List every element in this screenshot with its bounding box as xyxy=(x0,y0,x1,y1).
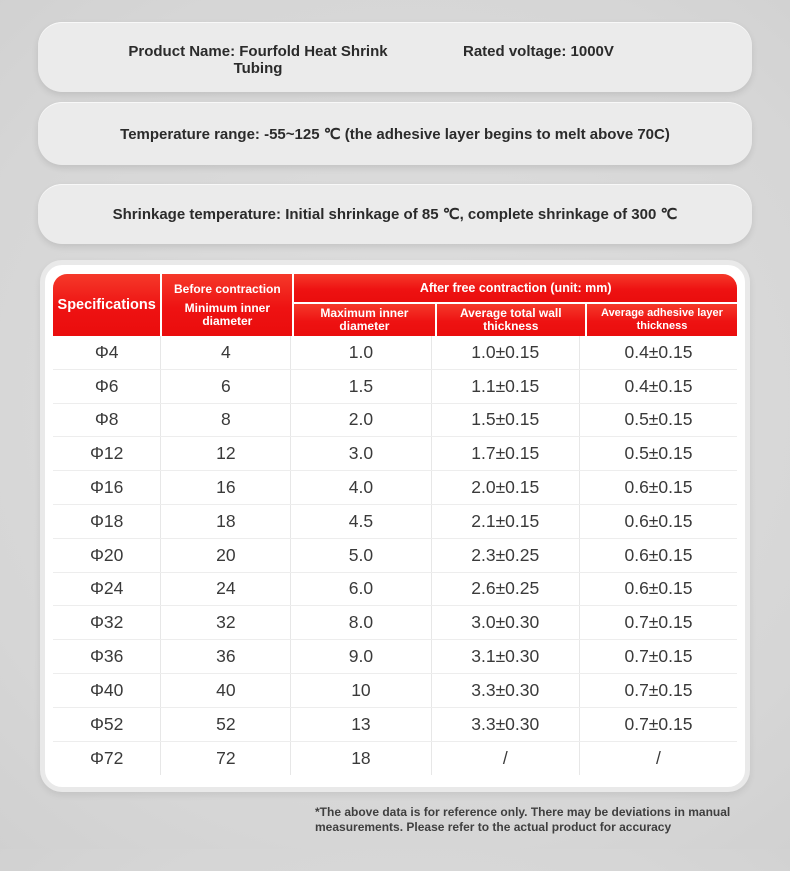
header-before-contraction: Before contraction Minimum inner diamete… xyxy=(162,274,293,336)
cell-specification: Φ12 xyxy=(89,443,124,464)
cell-minimum-inner-diameter: 32 xyxy=(160,606,290,640)
cell-average-wall-thickness: 2.0±0.15 xyxy=(430,471,579,504)
cell-average-wall-thickness: 3.0±0.30 xyxy=(430,606,579,640)
header-minimum-inner-diameter-label: Minimum inner diameter xyxy=(184,300,271,328)
product-info-box: Product Name: Fourfold Heat Shrink Tubin… xyxy=(38,22,752,92)
table-row: Φ32 32 8.0 3.0±0.30 0.7±0.15 xyxy=(53,606,737,641)
cell-average-wall-thickness: 1.1±0.15 xyxy=(430,369,579,403)
cell-average-wall-thickness: 2.6±0.25 xyxy=(430,572,579,606)
cell-average-adhesive-thickness: 0.5±0.15 xyxy=(578,403,737,437)
cell-maximum-inner-diameter: 13 xyxy=(290,707,430,741)
table-row: Φ12 12 3.0 1.7±0.15 0.5±0.15 xyxy=(53,437,737,472)
cell-maximum-inner-diameter: 4.0 xyxy=(290,471,430,504)
cell-average-adhesive-thickness: 0.6±0.15 xyxy=(578,572,737,606)
cell-average-wall-thickness: 3.1±0.30 xyxy=(430,640,579,673)
cell-specification: Φ72 xyxy=(89,747,124,768)
cell-minimum-inner-diameter: 24 xyxy=(160,572,290,606)
header-maximum-inner-diameter: Maximum inner diameter xyxy=(294,304,435,336)
table-row: Φ72 72 18 / / xyxy=(53,741,737,776)
table-row: Φ40 40 10 3.3±0.30 0.7±0.15 xyxy=(53,673,737,708)
cell-minimum-inner-diameter: 72 xyxy=(160,741,290,776)
header-specifications: Specifications xyxy=(53,274,161,336)
spec-table-header: Specifications Before contraction Minimu… xyxy=(53,274,737,336)
cell-minimum-inner-diameter: 40 xyxy=(160,673,290,707)
footnote: *The above data is for reference only. T… xyxy=(315,805,731,835)
cell-maximum-inner-diameter: 3.0 xyxy=(290,437,430,471)
cell-average-wall-thickness: 3.3±0.30 xyxy=(430,707,579,741)
cell-maximum-inner-diameter: 4.5 xyxy=(290,504,430,538)
cell-specification: Φ36 xyxy=(89,646,124,667)
table-row: Φ6 6 1.5 1.1±0.15 0.4±0.15 xyxy=(53,369,737,404)
cell-average-wall-thickness: 3.3±0.30 xyxy=(430,673,579,707)
product-name: Product Name: Fourfold Heat Shrink Tubin… xyxy=(128,43,388,77)
cell-specification: Φ20 xyxy=(89,544,124,565)
cell-minimum-inner-diameter: 52 xyxy=(160,707,290,741)
cell-maximum-inner-diameter: 18 xyxy=(290,741,430,776)
cell-average-adhesive-thickness: 0.7±0.15 xyxy=(578,707,737,741)
table-row: Φ4 4 1.0 1.0±0.15 0.4±0.15 xyxy=(53,336,737,370)
cell-specification: Φ6 xyxy=(94,375,119,396)
temperature-range: Temperature range: -55~125 ℃ (the adhesi… xyxy=(120,125,670,143)
cell-average-wall-thickness: 1.5±0.15 xyxy=(430,403,579,437)
cell-average-adhesive-thickness: 0.7±0.15 xyxy=(578,606,737,640)
cell-average-adhesive-thickness: 0.7±0.15 xyxy=(578,640,737,673)
cell-average-wall-thickness: / xyxy=(430,741,579,776)
shrinkage-temperature: Shrinkage temperature: Initial shrinkage… xyxy=(112,206,678,223)
cell-minimum-inner-diameter: 20 xyxy=(160,538,290,572)
cell-minimum-inner-diameter: 16 xyxy=(160,471,290,504)
table-row: Φ18 18 4.5 2.1±0.15 0.6±0.15 xyxy=(53,504,737,539)
cell-specification: Φ16 xyxy=(89,477,124,498)
cell-maximum-inner-diameter: 2.0 xyxy=(290,403,430,437)
table-row: Φ8 8 2.0 1.5±0.15 0.5±0.15 xyxy=(53,403,737,438)
spec-table-body: Φ4 4 1.0 1.0±0.15 0.4±0.15 Φ6 6 1.5 1.1±… xyxy=(53,336,737,776)
cell-average-adhesive-thickness: 0.7±0.15 xyxy=(578,673,737,707)
cell-specification: Φ52 xyxy=(89,713,124,734)
cell-specification: Φ32 xyxy=(89,612,124,633)
cell-average-adhesive-thickness: / xyxy=(578,741,737,776)
cell-maximum-inner-diameter: 5.0 xyxy=(290,538,430,572)
cell-average-wall-thickness: 1.7±0.15 xyxy=(430,437,579,471)
header-average-total-wall-thickness: Average total wall thickness xyxy=(436,304,585,336)
cell-specification: Φ24 xyxy=(89,578,124,599)
cell-specification: Φ40 xyxy=(89,679,124,700)
table-row: Φ20 20 5.0 2.3±0.25 0.6±0.15 xyxy=(53,538,737,573)
cell-maximum-inner-diameter: 9.0 xyxy=(290,640,430,673)
cell-average-wall-thickness: 1.0±0.15 xyxy=(430,336,579,369)
cell-minimum-inner-diameter: 36 xyxy=(160,640,290,673)
cell-specification: Φ18 xyxy=(89,510,124,531)
cell-maximum-inner-diameter: 1.5 xyxy=(290,369,430,403)
cell-average-adhesive-thickness: 0.5±0.15 xyxy=(578,437,737,471)
cell-average-adhesive-thickness: 0.6±0.15 xyxy=(578,538,737,572)
table-row: Φ16 16 4.0 2.0±0.15 0.6±0.15 xyxy=(53,471,737,505)
cell-specification: Φ8 xyxy=(94,409,119,430)
table-row: Φ36 36 9.0 3.1±0.30 0.7±0.15 xyxy=(53,640,737,674)
spec-table-container: Specifications Before contraction Minimu… xyxy=(40,260,750,793)
header-before-contraction-label: Before contraction xyxy=(174,281,281,296)
spec-table-card: Specifications Before contraction Minimu… xyxy=(45,265,745,788)
cell-average-adhesive-thickness: 0.4±0.15 xyxy=(578,369,737,403)
cell-average-adhesive-thickness: 0.6±0.15 xyxy=(578,504,737,538)
cell-minimum-inner-diameter: 6 xyxy=(160,369,290,403)
table-row: Φ52 52 13 3.3±0.30 0.7±0.15 xyxy=(53,707,737,742)
table-row: Φ24 24 6.0 2.6±0.25 0.6±0.15 xyxy=(53,572,737,607)
shrinkage-temperature-box: Shrinkage temperature: Initial shrinkage… xyxy=(38,184,752,244)
cell-maximum-inner-diameter: 8.0 xyxy=(290,606,430,640)
cell-average-adhesive-thickness: 0.4±0.15 xyxy=(578,336,737,369)
cell-minimum-inner-diameter: 12 xyxy=(160,437,290,471)
cell-minimum-inner-diameter: 8 xyxy=(160,403,290,437)
cell-minimum-inner-diameter: 4 xyxy=(160,336,290,369)
header-after-free-contraction: After free contraction (unit: mm) xyxy=(294,274,737,302)
cell-average-wall-thickness: 2.1±0.15 xyxy=(430,504,579,538)
cell-average-adhesive-thickness: 0.6±0.15 xyxy=(578,471,737,504)
header-average-adhesive-layer-thickness: Average adhesive layer thickness xyxy=(586,304,737,336)
cell-maximum-inner-diameter: 10 xyxy=(290,673,430,707)
temperature-range-box: Temperature range: -55~125 ℃ (the adhesi… xyxy=(38,102,752,165)
cell-average-wall-thickness: 2.3±0.25 xyxy=(430,538,579,572)
cell-maximum-inner-diameter: 6.0 xyxy=(290,572,430,606)
cell-minimum-inner-diameter: 18 xyxy=(160,504,290,538)
cell-specification: Φ4 xyxy=(94,341,119,362)
cell-maximum-inner-diameter: 1.0 xyxy=(290,336,430,369)
rated-voltage: Rated voltage: 1000V xyxy=(463,43,614,60)
